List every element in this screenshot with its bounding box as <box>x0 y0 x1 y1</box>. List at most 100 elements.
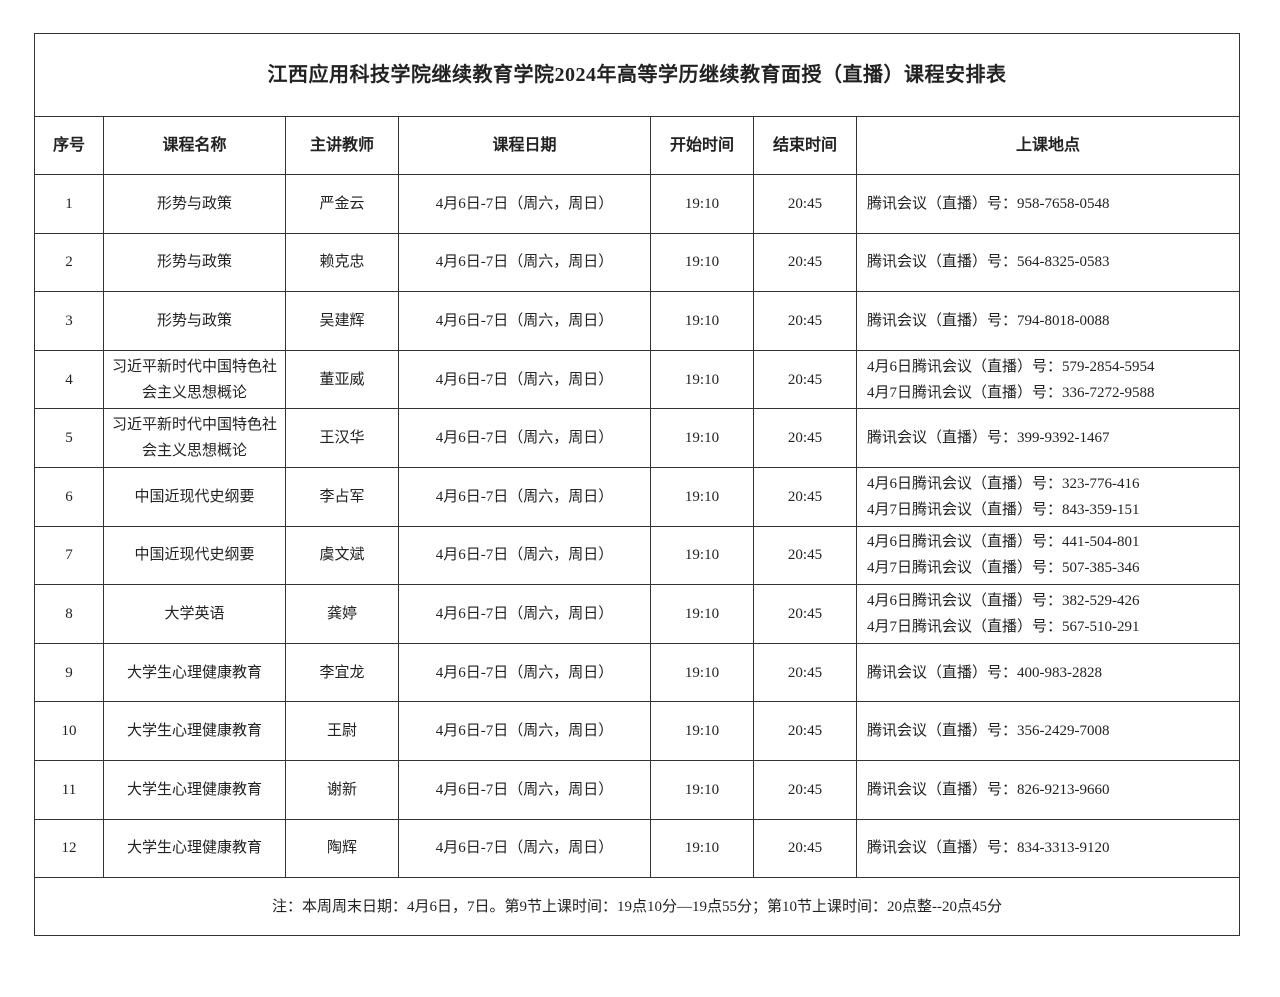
cell-location: 腾讯会议（直播）号：794-8018-0088 <box>855 291 1241 351</box>
cell-start: 19:10 <box>650 818 754 879</box>
cell-course: 大学生心理健康教育 <box>103 818 286 879</box>
cell-end: 20:45 <box>753 466 857 527</box>
cell-course: 大学英语 <box>103 584 286 644</box>
cell-course: 形势与政策 <box>103 291 286 351</box>
table-row: 5 习近平新时代中国特色社会主义思想概论 王汉华 4月6日-7日（周六，周日） 19:1… <box>34 408 1241 468</box>
cell-teacher: 龚婷 <box>285 584 399 644</box>
cell-date: 4月6日-7日（周六，周日） <box>398 759 651 820</box>
cell-location: 腾讯会议（直播）号：356-2429-7008 <box>855 701 1241 761</box>
cell-date: 4月6日-7日（周六，周日） <box>398 701 651 761</box>
cell-course: 形势与政策 <box>103 232 286 293</box>
cell-no: 8 <box>34 584 104 644</box>
table-row: 1 形势与政策 严金云 4月6日-7日（周六，周日） 19:10 20:45 腾讯会议（直播… <box>34 174 1241 234</box>
cell-teacher: 赖克忠 <box>285 232 399 293</box>
column-header: 上课地点 <box>855 116 1241 175</box>
cell-start: 19:10 <box>650 408 754 468</box>
table-row: 6 中国近现代史纲要 李占军 4月6日-7日（周六，周日） 19:10 20:45 4月6日… <box>34 466 1241 527</box>
table-row: 12 大学生心理健康教育 陶辉 4月6日-7日（周六，周日） 19:10 20:45 腾讯会… <box>34 818 1241 879</box>
column-header: 课程名称 <box>103 116 286 175</box>
cell-course: 大学生心理健康教育 <box>103 642 286 703</box>
cell-course: 大学生心理健康教育 <box>103 701 286 761</box>
meeting-id-line: 4月6日腾讯会议（直播）号：382-529-426 <box>867 592 1140 609</box>
table-row: 4 习近平新时代中国特色社会主义思想概论 董亚威 4月6日-7日（周六，周日） 19:1… <box>34 349 1241 410</box>
cell-location: 腾讯会议（直播）号：400-983-2828 <box>855 642 1241 703</box>
cell-no: 2 <box>34 232 104 293</box>
cell-end: 20:45 <box>753 174 857 234</box>
meeting-id-line: 4月6日腾讯会议（直播）号：441-504-801 <box>867 534 1140 551</box>
cell-teacher: 李宜龙 <box>285 642 399 703</box>
cell-no: 10 <box>34 701 104 761</box>
cell-no: 3 <box>34 291 104 351</box>
cell-teacher: 谢新 <box>285 759 399 820</box>
cell-location: 腾讯会议（直播）号：826-9213-9660 <box>855 759 1241 820</box>
cell-date: 4月6日-7日（周六，周日） <box>398 818 651 879</box>
cell-start: 19:10 <box>650 291 754 351</box>
meeting-id-line: 腾讯会议（直播）号：826-9213-9660 <box>867 781 1110 798</box>
cell-no: 5 <box>34 408 104 468</box>
cell-course: 中国近现代史纲要 <box>103 525 286 586</box>
meeting-id-line: 4月6日腾讯会议（直播）号：323-776-416 <box>867 475 1140 492</box>
column-header: 主讲教师 <box>285 116 399 175</box>
cell-start: 19:10 <box>650 584 754 644</box>
meeting-id-line: 4月7日腾讯会议（直播）号：567-510-291 <box>867 618 1140 635</box>
cell-end: 20:45 <box>753 232 857 293</box>
cell-no: 7 <box>34 525 104 586</box>
meeting-id-line: 腾讯会议（直播）号：400-983-2828 <box>867 664 1102 681</box>
cell-start: 19:10 <box>650 525 754 586</box>
table-row: 3 形势与政策 吴建辉 4月6日-7日（周六，周日） 19:10 20:45 腾讯会议（直播… <box>34 291 1241 351</box>
cell-date: 4月6日-7日（周六，周日） <box>398 584 651 644</box>
table-row: 7 中国近现代史纲要 虞文斌 4月6日-7日（周六，周日） 19:10 20:45 4月6日… <box>34 525 1241 586</box>
cell-start: 19:10 <box>650 642 754 703</box>
cell-end: 20:45 <box>753 408 857 468</box>
cell-teacher: 董亚威 <box>285 349 399 410</box>
cell-location: 4月6日腾讯会议（直播）号：579-2854-5954 4月7日腾讯会议（直播）号… <box>855 349 1241 410</box>
cell-location: 腾讯会议（直播）号：834-3313-9120 <box>855 818 1241 879</box>
cell-date: 4月6日-7日（周六，周日） <box>398 174 651 234</box>
cell-start: 19:10 <box>650 174 754 234</box>
cell-teacher: 陶辉 <box>285 818 399 879</box>
cell-date: 4月6日-7日（周六，周日） <box>398 408 651 468</box>
cell-course: 中国近现代史纲要 <box>103 466 286 527</box>
meeting-id-line: 4月7日腾讯会议（直播）号：507-385-346 <box>867 560 1140 577</box>
cell-teacher: 虞文斌 <box>285 525 399 586</box>
meeting-id-line: 4月7日腾讯会议（直播）号：843-359-151 <box>867 501 1140 518</box>
cell-teacher: 李占军 <box>285 466 399 527</box>
cell-date: 4月6日-7日（周六，周日） <box>398 525 651 586</box>
table-row: 9 大学生心理健康教育 李宜龙 4月6日-7日（周六，周日） 19:10 20:45 腾讯会… <box>34 642 1241 703</box>
meeting-id-line: 腾讯会议（直播）号：356-2429-7008 <box>867 723 1110 740</box>
cell-start: 19:10 <box>650 232 754 293</box>
column-header: 开始时间 <box>650 116 754 175</box>
cell-location: 4月6日腾讯会议（直播）号：441-504-801 4月7日腾讯会议（直播）号：5… <box>855 525 1241 586</box>
page-title: 江西应用科技学院继续教育学院2024年高等学历继续教育面授（直播）课程安排表 <box>33 33 1241 117</box>
cell-end: 20:45 <box>753 349 857 410</box>
table-row: 8 大学英语 龚婷 4月6日-7日（周六，周日） 19:10 20:45 4月6日腾讯会议（… <box>34 584 1241 644</box>
footnote: 注：本周周末日期：4月6日，7日。第9节上课时间：19点10分—19点55分；第… <box>33 877 1241 937</box>
cell-location: 腾讯会议（直播）号：564-8325-0583 <box>855 232 1241 293</box>
schedule-table: 江西应用科技学院继续教育学院2024年高等学历继续教育面授（直播）课程安排表 序… <box>33 33 1241 937</box>
cell-end: 20:45 <box>753 291 857 351</box>
cell-start: 19:10 <box>650 466 754 527</box>
cell-no: 4 <box>34 349 104 410</box>
cell-location: 4月6日腾讯会议（直播）号：323-776-416 4月7日腾讯会议（直播）号：8… <box>855 466 1241 527</box>
column-header: 课程日期 <box>398 116 651 175</box>
cell-location: 4月6日腾讯会议（直播）号：382-529-426 4月7日腾讯会议（直播）号：5… <box>855 584 1241 644</box>
cell-no: 6 <box>34 466 104 527</box>
cell-date: 4月6日-7日（周六，周日） <box>398 291 651 351</box>
cell-start: 19:10 <box>650 759 754 820</box>
cell-start: 19:10 <box>650 349 754 410</box>
cell-no: 12 <box>34 818 104 879</box>
cell-teacher: 王尉 <box>285 701 399 761</box>
cell-date: 4月6日-7日（周六，周日） <box>398 642 651 703</box>
meeting-id-line: 腾讯会议（直播）号：399-9392-1467 <box>867 430 1110 447</box>
cell-teacher: 吴建辉 <box>285 291 399 351</box>
cell-no: 11 <box>34 759 104 820</box>
cell-location: 腾讯会议（直播）号：399-9392-1467 <box>855 408 1241 468</box>
cell-teacher: 严金云 <box>285 174 399 234</box>
cell-teacher: 王汉华 <box>285 408 399 468</box>
table-row: 11 大学生心理健康教育 谢新 4月6日-7日（周六，周日） 19:10 20:45 腾讯会… <box>34 759 1241 820</box>
cell-location: 腾讯会议（直播）号：958-7658-0548 <box>855 174 1241 234</box>
meeting-id-line: 腾讯会议（直播）号：958-7658-0548 <box>867 195 1110 212</box>
cell-end: 20:45 <box>753 642 857 703</box>
column-header: 序号 <box>34 116 104 175</box>
cell-course: 大学生心理健康教育 <box>103 759 286 820</box>
